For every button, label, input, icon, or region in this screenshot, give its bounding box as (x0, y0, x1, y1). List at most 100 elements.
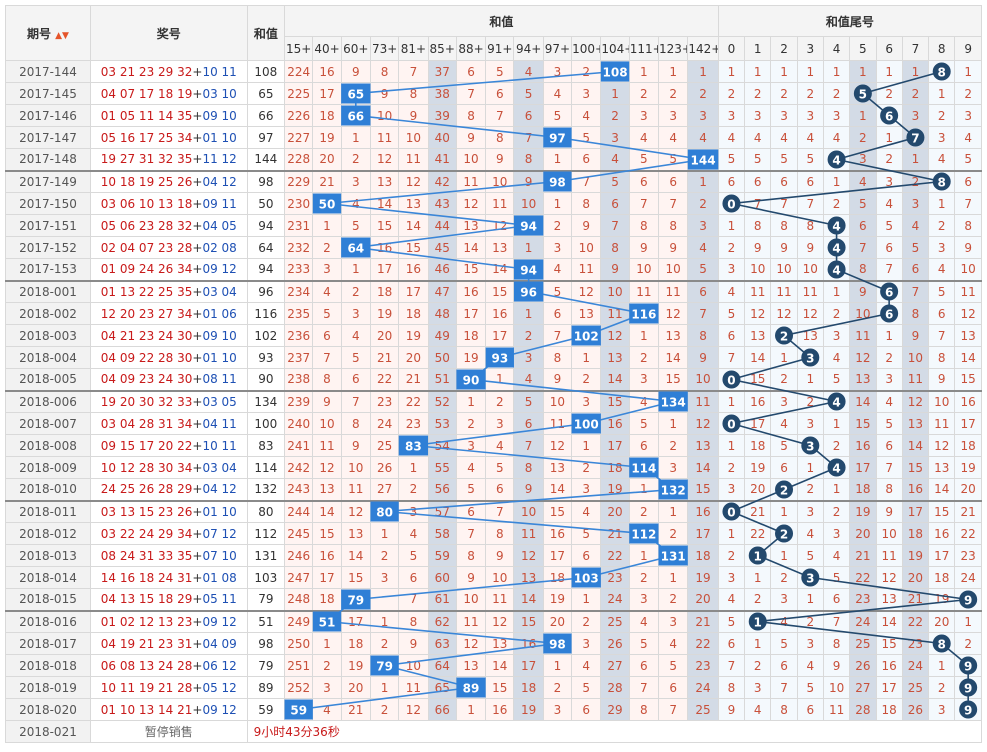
table-row: 2017-146 01 05 11 14 35+09 10 66 226 18 10 9 39… (5, 104, 982, 127)
sum-marker: 50 (312, 193, 342, 214)
sum-miss-cell: 11 (485, 192, 515, 215)
sum-marker-box (513, 215, 544, 236)
sum-marker: 64 (341, 237, 371, 258)
sum-marker: 79 (341, 589, 371, 610)
tail-miss-cell: 9 (928, 368, 956, 391)
tail-miss-cell: 8 (954, 214, 982, 237)
plus-sign: + (192, 174, 203, 189)
sum-marker-label: 79 (376, 660, 393, 674)
sum-miss-cell: 17 (455, 302, 487, 325)
sum-miss-cell: 9 (687, 346, 719, 369)
sum-miss-cell: 22 (369, 368, 400, 391)
blue-numbers: 09 10 (202, 108, 237, 123)
tail-miss-cell: 10 (770, 258, 798, 281)
tail-miss-cell: 10 (954, 258, 982, 281)
sum-marker-label: 102 (574, 330, 599, 344)
sum-marker-box (341, 105, 371, 126)
sum-miss-cell: 3 (600, 126, 630, 149)
sum-miss-cell: 6 (455, 60, 487, 83)
sum-miss-cell: 3 (542, 236, 573, 259)
sum-miss-cell: 4 (687, 126, 719, 149)
sum-miss-cell: 13 (571, 302, 602, 325)
tail-miss-cell: 20 (954, 478, 982, 501)
sum-miss-cell: 249 (284, 609, 314, 633)
red-numbers: 04 13 15 18 29 (100, 592, 193, 607)
sum-miss-cell: 63 (427, 632, 457, 655)
tail-miss-cell: 4 (717, 279, 746, 303)
plus-sign: + (192, 130, 203, 145)
tail-marker-label: 6 (885, 308, 893, 322)
sum-miss-cell: 244 (284, 499, 314, 523)
tail-miss-cell: 16 (901, 478, 930, 501)
sum-marker-box (658, 479, 688, 500)
sort-arrows-icon[interactable]: ▲▼ (55, 30, 69, 41)
tail-miss-cell: 5 (717, 302, 746, 325)
tail-miss-cell: 10 (928, 389, 956, 413)
issue-cell: 2018-010 (5, 478, 91, 501)
tail-marker: 3 (801, 436, 820, 455)
plus-sign: + (192, 592, 203, 607)
sum-marker: 96 (513, 281, 544, 302)
issue-header-label: 期号 (26, 26, 51, 41)
sum-miss-cell: 10 (398, 126, 429, 149)
sum-miss-cell: 9 (600, 258, 630, 281)
plus-sign: + (192, 482, 203, 497)
trend-table: 期号 ▲▼ 奖号 和值 和值 和值尾号 15+ 40+ 60+ 73+ 81+ 85+ 88… (5, 5, 983, 743)
sum-marker-label: 100 (574, 418, 599, 432)
sum-miss-cell: 20 (340, 676, 371, 699)
tail-miss-cell: 10 (901, 346, 930, 369)
tail-miss-cell: 25 (901, 676, 930, 699)
sum-miss-cell: 27 (369, 478, 400, 501)
sum-miss-cell: 6 (687, 279, 719, 303)
tail-miss-cell: 2 (928, 214, 956, 237)
tail-marker-label: 4 (832, 264, 840, 278)
tail-miss-cell: 25 (849, 632, 877, 655)
issue-header[interactable]: 期号 ▲▼ (5, 5, 91, 61)
tail-miss-cell: 15 (954, 368, 982, 391)
plus-sign: + (192, 240, 203, 255)
tail-miss-cell: 18 (744, 434, 772, 457)
sum-marker: 65 (341, 83, 371, 104)
sum-miss-cell: 11 (571, 258, 602, 281)
sum-miss-cell: 229 (284, 169, 314, 193)
tail-miss-cell: 10 (796, 258, 824, 281)
sum-miss-cell: 4 (340, 324, 371, 347)
sum-marker-box (600, 61, 630, 82)
sum-miss-cell: 3 (657, 456, 689, 479)
blue-numbers: 09 12 (202, 614, 237, 629)
tail-miss-cell: 18 (954, 434, 982, 457)
red-numbers: 06 08 13 24 28 (100, 658, 193, 673)
tail-marker-dot (801, 436, 820, 455)
sum-marker: 94 (513, 215, 544, 236)
sum-miss-cell: 12 (485, 609, 515, 633)
tail-marker-label: 3 (806, 352, 814, 366)
sum-miss-cell: 5 (398, 544, 429, 567)
tail-marker-label: 0 (727, 506, 735, 520)
tail-miss-cell: 6 (849, 214, 877, 237)
prize-cell: 09 15 17 20 22+10 11 (89, 434, 248, 457)
sum-marker-label: 65 (347, 88, 364, 102)
tail-bin-header: 1 (744, 36, 772, 61)
tail-marker: 8 (932, 172, 951, 191)
sum-miss-cell: 16 (485, 302, 515, 325)
tail-marker-dot (775, 480, 794, 499)
tail-marker-label: 3 (806, 572, 814, 586)
sum-marker: 102 (571, 325, 601, 346)
tail-marker-label: 7 (911, 132, 919, 146)
sum-miss-cell: 2 (600, 104, 630, 127)
countdown-cell: 9小时43分36秒 (246, 720, 983, 743)
sum-miss-cell: 11 (485, 588, 515, 611)
sum-miss-cell: 17 (398, 279, 429, 303)
tail-miss-cell: 24 (901, 654, 930, 677)
tail-miss-cell: 2 (717, 82, 746, 105)
sum-marker: 108 (600, 61, 630, 82)
tail-miss-cell: 4 (770, 126, 798, 149)
issue-cell: 2018-007 (5, 412, 91, 435)
sum-miss-cell: 19 (687, 566, 719, 589)
sum-marker-box (456, 369, 486, 390)
sum-miss-cell: 241 (284, 434, 314, 457)
tail-marker-dot (880, 282, 899, 301)
sum-miss-cell: 15 (657, 368, 689, 391)
table-row: 2018-005 04 09 23 24 30+08 11 90 238 8 6 22 21 5… (5, 368, 982, 391)
